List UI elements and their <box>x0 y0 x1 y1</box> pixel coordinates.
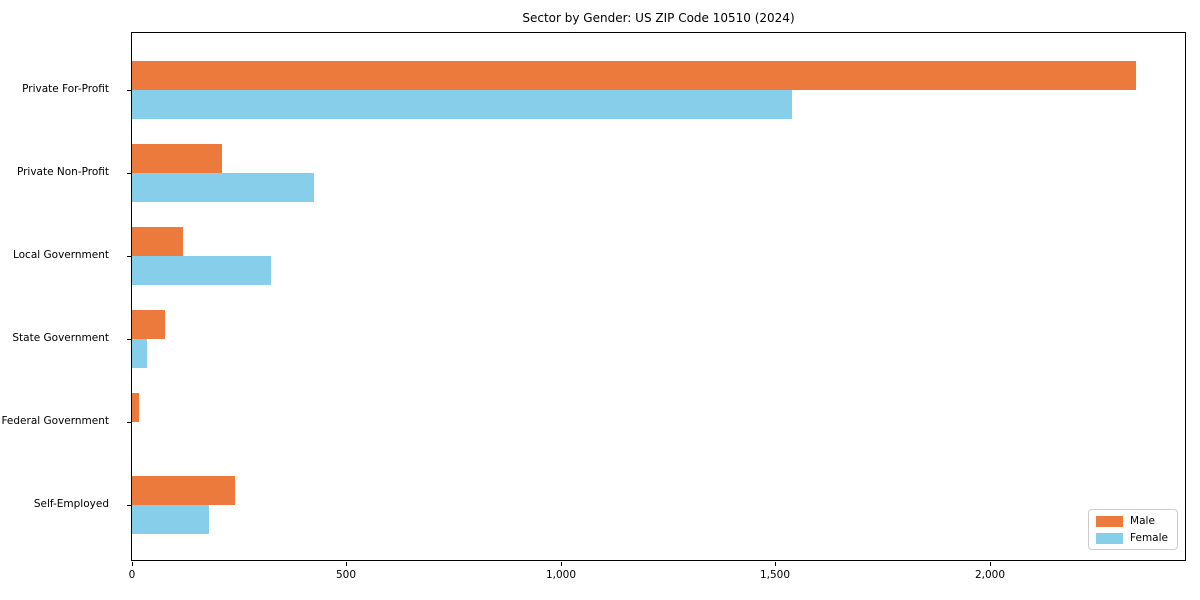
x-tick-mark <box>561 562 562 566</box>
bar-female-2 <box>132 173 314 202</box>
legend-item-male: Male <box>1096 515 1168 527</box>
legend-item-female: Female <box>1096 532 1168 544</box>
y-tick-mark <box>127 422 131 423</box>
x-tick-mark <box>132 562 133 566</box>
bar-female-1 <box>132 90 792 119</box>
y-tick-mark <box>127 339 131 340</box>
y-tick-label: Local Government <box>12 249 109 261</box>
bar-female-3 <box>132 256 271 285</box>
chart-title: Sector by Gender: US ZIP Code 10510 (202… <box>522 11 795 25</box>
y-tick-label: Private Non-Profit <box>16 166 109 178</box>
bar-male-3 <box>132 227 183 256</box>
bar-male-4 <box>132 310 165 339</box>
y-tick-label: Private For-Profit <box>22 83 109 95</box>
bar-male-1 <box>132 61 1136 90</box>
x-tick-label: 1,000 <box>545 569 577 581</box>
y-tick-mark <box>127 90 131 91</box>
legend-label-female: Female <box>1130 532 1168 544</box>
bar-female-4 <box>132 339 147 368</box>
x-tick-label: 500 <box>335 569 357 581</box>
plot-area: Male Female Private For-Profit Private No… <box>1 32 1186 581</box>
x-tick-label: 2,000 <box>974 569 1006 581</box>
male-swatch <box>1096 515 1124 527</box>
bar-female-6 <box>132 505 209 534</box>
y-tick-label: State Government <box>12 332 109 344</box>
x-tick-mark <box>775 562 776 566</box>
legend: Male Female <box>1088 509 1178 550</box>
y-tick-mark <box>127 173 131 174</box>
x-tick-label: 0 <box>128 569 136 581</box>
legend-label-male: Male <box>1130 515 1155 527</box>
bar-male-6 <box>132 476 235 505</box>
y-tick-mark <box>127 505 131 506</box>
y-tick-label: Federal Government <box>1 415 109 427</box>
y-tick-mark <box>127 256 131 257</box>
female-swatch <box>1096 532 1124 544</box>
x-tick-mark <box>346 562 347 566</box>
bar-male-2 <box>132 144 222 173</box>
x-tick-label: 1,500 <box>759 569 791 581</box>
y-tick-label: Self-Employed <box>33 498 109 510</box>
bar-male-5 <box>132 393 139 422</box>
x-tick-mark <box>990 562 991 566</box>
